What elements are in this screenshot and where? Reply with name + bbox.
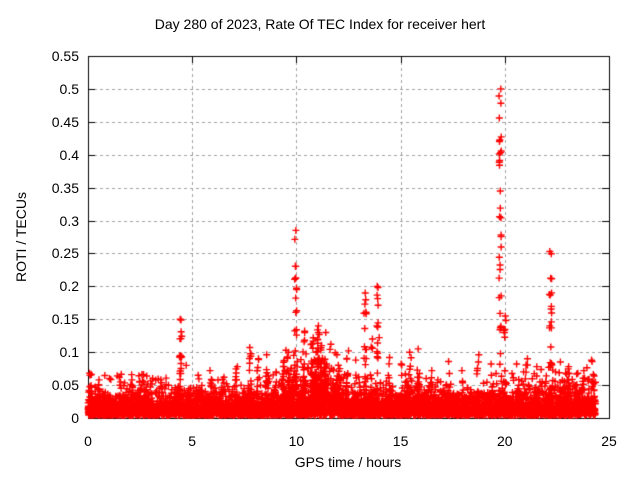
y-tick-label: 0.1 [59,344,79,361]
y-tick-label: 0.55 [51,48,79,64]
y-tick-label: 0.45 [51,113,79,130]
y-tick-label: 0.05 [51,377,79,394]
y-tick-label: 0.25 [51,245,79,262]
x-tick-label: 15 [392,433,409,449]
y-tick-label: 0.4 [59,146,79,163]
y-tick-label: 0.5 [59,80,79,97]
x-tick-label: 20 [497,433,513,449]
x-axis-label: GPS time / hours [294,454,402,470]
x-tick-label: 5 [188,433,197,449]
chart-title: Day 280 of 2023, Rate Of TEC Index for r… [154,16,486,32]
y-tick-label: 0.15 [51,311,79,328]
x-tick-label: 10 [288,433,305,449]
y-axis-label: ROTI / TECUs [13,192,29,282]
y-tick-label: 0.35 [51,179,79,196]
x-tick-label: 25 [601,433,617,449]
y-tick-label: 0.2 [59,278,79,295]
y-tick-label: 0.3 [59,212,79,229]
x-tick-label: 0 [84,433,92,449]
y-tick-label: 0 [71,410,79,426]
